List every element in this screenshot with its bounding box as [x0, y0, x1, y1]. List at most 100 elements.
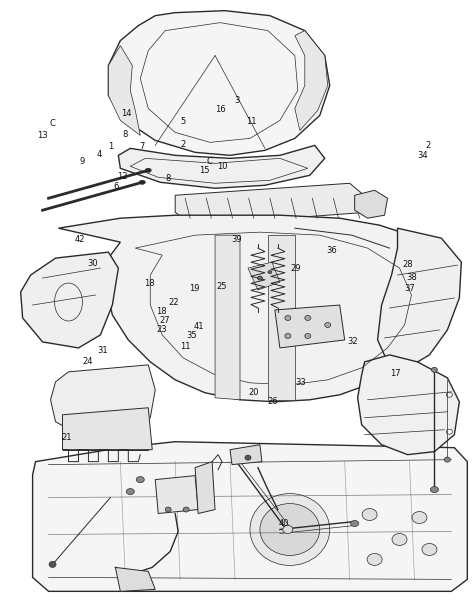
Text: 27: 27: [160, 316, 171, 325]
Text: 39: 39: [232, 235, 242, 244]
Ellipse shape: [183, 507, 189, 512]
Text: 33: 33: [295, 378, 306, 387]
Text: 10: 10: [217, 162, 227, 171]
Ellipse shape: [422, 544, 437, 555]
Ellipse shape: [139, 180, 145, 185]
Ellipse shape: [245, 455, 251, 460]
Ellipse shape: [285, 316, 291, 321]
Polygon shape: [358, 355, 459, 455]
Text: 9: 9: [79, 157, 84, 166]
Ellipse shape: [49, 562, 56, 568]
Ellipse shape: [127, 489, 134, 495]
Ellipse shape: [325, 322, 331, 327]
Text: 22: 22: [168, 298, 178, 306]
Ellipse shape: [305, 316, 311, 321]
Text: 7: 7: [140, 142, 145, 151]
Text: 1: 1: [108, 142, 113, 151]
Text: 4: 4: [96, 150, 101, 159]
Polygon shape: [51, 365, 155, 435]
Text: 35: 35: [187, 332, 197, 340]
Text: 36: 36: [326, 246, 337, 255]
Text: 23: 23: [156, 326, 167, 334]
Ellipse shape: [283, 525, 293, 533]
Polygon shape: [230, 444, 262, 465]
Ellipse shape: [305, 333, 311, 338]
Text: 21: 21: [62, 433, 72, 443]
Ellipse shape: [285, 333, 291, 338]
Polygon shape: [33, 442, 467, 592]
Text: 11: 11: [246, 117, 256, 126]
Text: 16: 16: [215, 105, 226, 114]
Ellipse shape: [430, 487, 438, 493]
Text: 3: 3: [234, 96, 240, 105]
Ellipse shape: [412, 511, 427, 524]
Text: 5: 5: [180, 117, 185, 126]
Text: 2: 2: [180, 140, 185, 149]
Text: C: C: [50, 118, 55, 128]
Polygon shape: [248, 262, 280, 290]
Text: 18: 18: [156, 307, 167, 316]
Polygon shape: [109, 45, 140, 135]
Text: 13: 13: [37, 131, 47, 140]
Text: 25: 25: [217, 282, 227, 291]
Text: C: C: [207, 157, 212, 166]
Text: PartTree: PartTree: [132, 297, 342, 340]
Text: 2: 2: [426, 141, 431, 150]
Text: 32: 32: [347, 338, 358, 346]
Ellipse shape: [257, 276, 263, 280]
Polygon shape: [175, 183, 368, 225]
Text: 14: 14: [121, 109, 131, 118]
Ellipse shape: [165, 507, 171, 512]
Ellipse shape: [447, 392, 452, 397]
Text: 20: 20: [248, 387, 259, 397]
Text: 31: 31: [97, 346, 108, 355]
Polygon shape: [118, 145, 325, 188]
Polygon shape: [63, 408, 152, 450]
Ellipse shape: [268, 270, 272, 273]
Polygon shape: [58, 215, 447, 402]
Ellipse shape: [392, 533, 407, 546]
Polygon shape: [355, 190, 388, 218]
Polygon shape: [215, 235, 240, 400]
Polygon shape: [268, 235, 295, 400]
Polygon shape: [21, 252, 118, 348]
Text: 11: 11: [180, 342, 190, 351]
Ellipse shape: [445, 457, 450, 462]
Text: 8: 8: [166, 173, 171, 183]
Text: 34: 34: [417, 151, 428, 160]
Text: 29: 29: [291, 264, 301, 273]
Text: 24: 24: [83, 357, 93, 366]
Text: 42: 42: [75, 235, 85, 244]
Polygon shape: [195, 462, 215, 514]
Polygon shape: [115, 568, 155, 592]
Text: 28: 28: [403, 261, 413, 269]
Ellipse shape: [431, 367, 438, 372]
Polygon shape: [155, 476, 198, 514]
Polygon shape: [378, 228, 461, 368]
Text: 6: 6: [114, 181, 119, 191]
Ellipse shape: [447, 429, 452, 434]
Ellipse shape: [260, 503, 320, 555]
Text: 30: 30: [88, 259, 98, 268]
Text: 41: 41: [194, 322, 204, 331]
Text: 37: 37: [404, 284, 415, 292]
Text: 12: 12: [118, 172, 128, 181]
Text: ™: ™: [317, 289, 327, 299]
Ellipse shape: [137, 477, 144, 482]
Text: 17: 17: [390, 369, 401, 378]
Polygon shape: [295, 31, 328, 131]
Polygon shape: [275, 305, 345, 348]
Text: 8: 8: [122, 129, 128, 139]
Ellipse shape: [250, 493, 330, 565]
Ellipse shape: [351, 520, 359, 527]
Text: 18: 18: [144, 280, 155, 288]
Polygon shape: [109, 10, 330, 155]
Text: 40: 40: [279, 519, 290, 528]
Text: 26: 26: [267, 397, 278, 406]
Text: 19: 19: [189, 284, 200, 292]
Ellipse shape: [367, 554, 382, 565]
Text: 15: 15: [199, 166, 209, 175]
Ellipse shape: [362, 509, 377, 520]
Ellipse shape: [145, 169, 151, 172]
Text: 38: 38: [407, 273, 417, 282]
